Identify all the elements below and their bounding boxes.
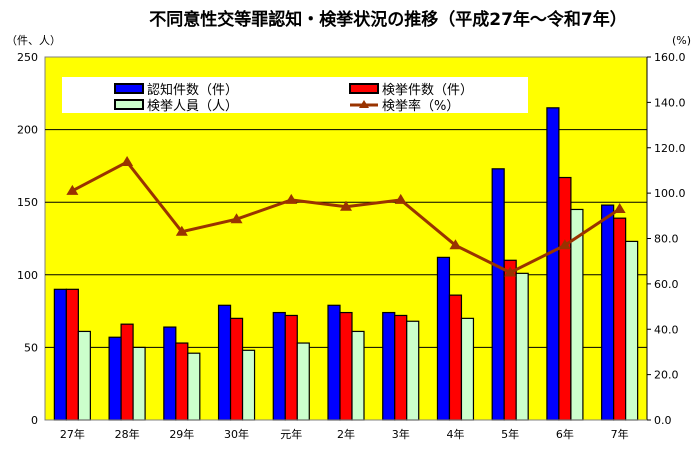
clearance-rate-marker	[558, 239, 571, 250]
clearance-rate-marker	[449, 239, 462, 250]
right-tick-label: 60.0	[654, 278, 679, 291]
right-tick-label: 120.0	[654, 142, 686, 155]
clearance-rate-marker	[504, 266, 517, 277]
bar-cleared	[65, 288, 79, 421]
left-axis-label: （件、人）	[6, 34, 61, 47]
x-tick-label: 29年	[169, 427, 194, 441]
bar-arrested	[515, 272, 529, 421]
bar-arrested	[132, 346, 146, 421]
bar-cleared	[339, 311, 353, 421]
chart-title: 不同意性交等罪認知・検挙状況の推移（平成27年～令和7年）	[149, 9, 627, 30]
clearance-rate-marker	[340, 200, 352, 211]
bar-recognized	[217, 304, 232, 421]
clearance-rate-marker	[175, 225, 188, 236]
right-tick-label: 140.0	[654, 96, 686, 109]
bar-cleared	[120, 323, 134, 421]
bar-arrested	[625, 240, 639, 421]
legend-label: 認知件数（件）	[147, 82, 238, 98]
x-tick-label: 2年	[337, 427, 355, 441]
clearance-rate-marker	[394, 193, 407, 204]
x-tick-label: 30年	[224, 427, 249, 441]
right-tick-label: 40.0	[654, 323, 679, 336]
clearance-rate-marker	[230, 213, 243, 224]
bar-recognized	[546, 107, 560, 421]
x-tick-label: 6年	[556, 427, 574, 441]
clearance-rate-marker	[66, 184, 79, 195]
left-tick-label: 200	[17, 124, 38, 137]
right-axis-label: (%)	[672, 34, 691, 47]
legend-marker-icon	[359, 100, 369, 108]
bar-cleared	[503, 259, 517, 421]
bar-arrested	[77, 330, 91, 421]
legend-swatch	[114, 99, 144, 110]
legend-label: 検挙件数（件）	[382, 83, 473, 98]
bar-recognized	[272, 311, 286, 421]
legend-label: 検挙率（%）	[382, 98, 459, 114]
bar-recognized	[163, 326, 177, 421]
left-tick-label: 250	[17, 51, 38, 64]
bar-arrested	[351, 330, 365, 421]
right-tick-label: 80.0	[654, 233, 679, 246]
bar-arrested	[460, 317, 475, 421]
right-tick-label: 100.0	[654, 187, 686, 200]
bar-cleared	[613, 217, 627, 421]
bar-cleared	[394, 314, 408, 421]
bar-recognized	[382, 311, 396, 421]
clearance-rate-marker	[613, 203, 626, 214]
x-tick-label: 28年	[115, 427, 140, 441]
legend-label: 検挙人員（人）	[147, 99, 238, 114]
bar-recognized	[491, 168, 505, 421]
legend-swatch	[114, 83, 144, 94]
x-tick-label: 3年	[392, 427, 410, 441]
left-tick-label: 50	[24, 341, 38, 354]
x-tick-label: 元年	[280, 427, 302, 441]
legend-swatch	[349, 83, 379, 94]
bar-recognized	[436, 256, 451, 421]
legend: 認知件数（件） 検挙件数（件） 検挙人員（人） 検挙率（%）	[62, 77, 528, 114]
left-tick-label: 0	[31, 414, 38, 427]
bar-cleared	[558, 176, 572, 421]
right-tick-label: 160.0	[654, 51, 686, 64]
x-tick-label: 4年	[446, 427, 464, 441]
left-tick-label: 150	[17, 196, 38, 209]
x-tick-label: 7年	[611, 427, 629, 441]
bar-arrested	[187, 352, 201, 421]
left-tick-label: 100	[17, 269, 38, 282]
bar-recognized	[108, 336, 122, 421]
bar-cleared	[229, 317, 244, 421]
bar-arrested	[241, 349, 256, 421]
x-tick-label: 27年	[60, 427, 85, 441]
bar-recognized	[53, 288, 67, 421]
bar-cleared	[175, 342, 189, 421]
bar-recognized	[601, 204, 615, 421]
bar-recognized	[327, 304, 341, 421]
bar-cleared	[448, 294, 463, 421]
bar-cleared	[284, 314, 298, 421]
x-tick-label: 5年	[501, 427, 519, 441]
bar-arrested	[296, 342, 310, 421]
bar-arrested	[406, 320, 420, 421]
right-tick-label: 20.0	[654, 369, 679, 382]
clearance-rate-marker	[121, 156, 134, 167]
right-tick-label: 0.0	[654, 414, 672, 427]
clearance-rate-marker	[285, 193, 298, 204]
